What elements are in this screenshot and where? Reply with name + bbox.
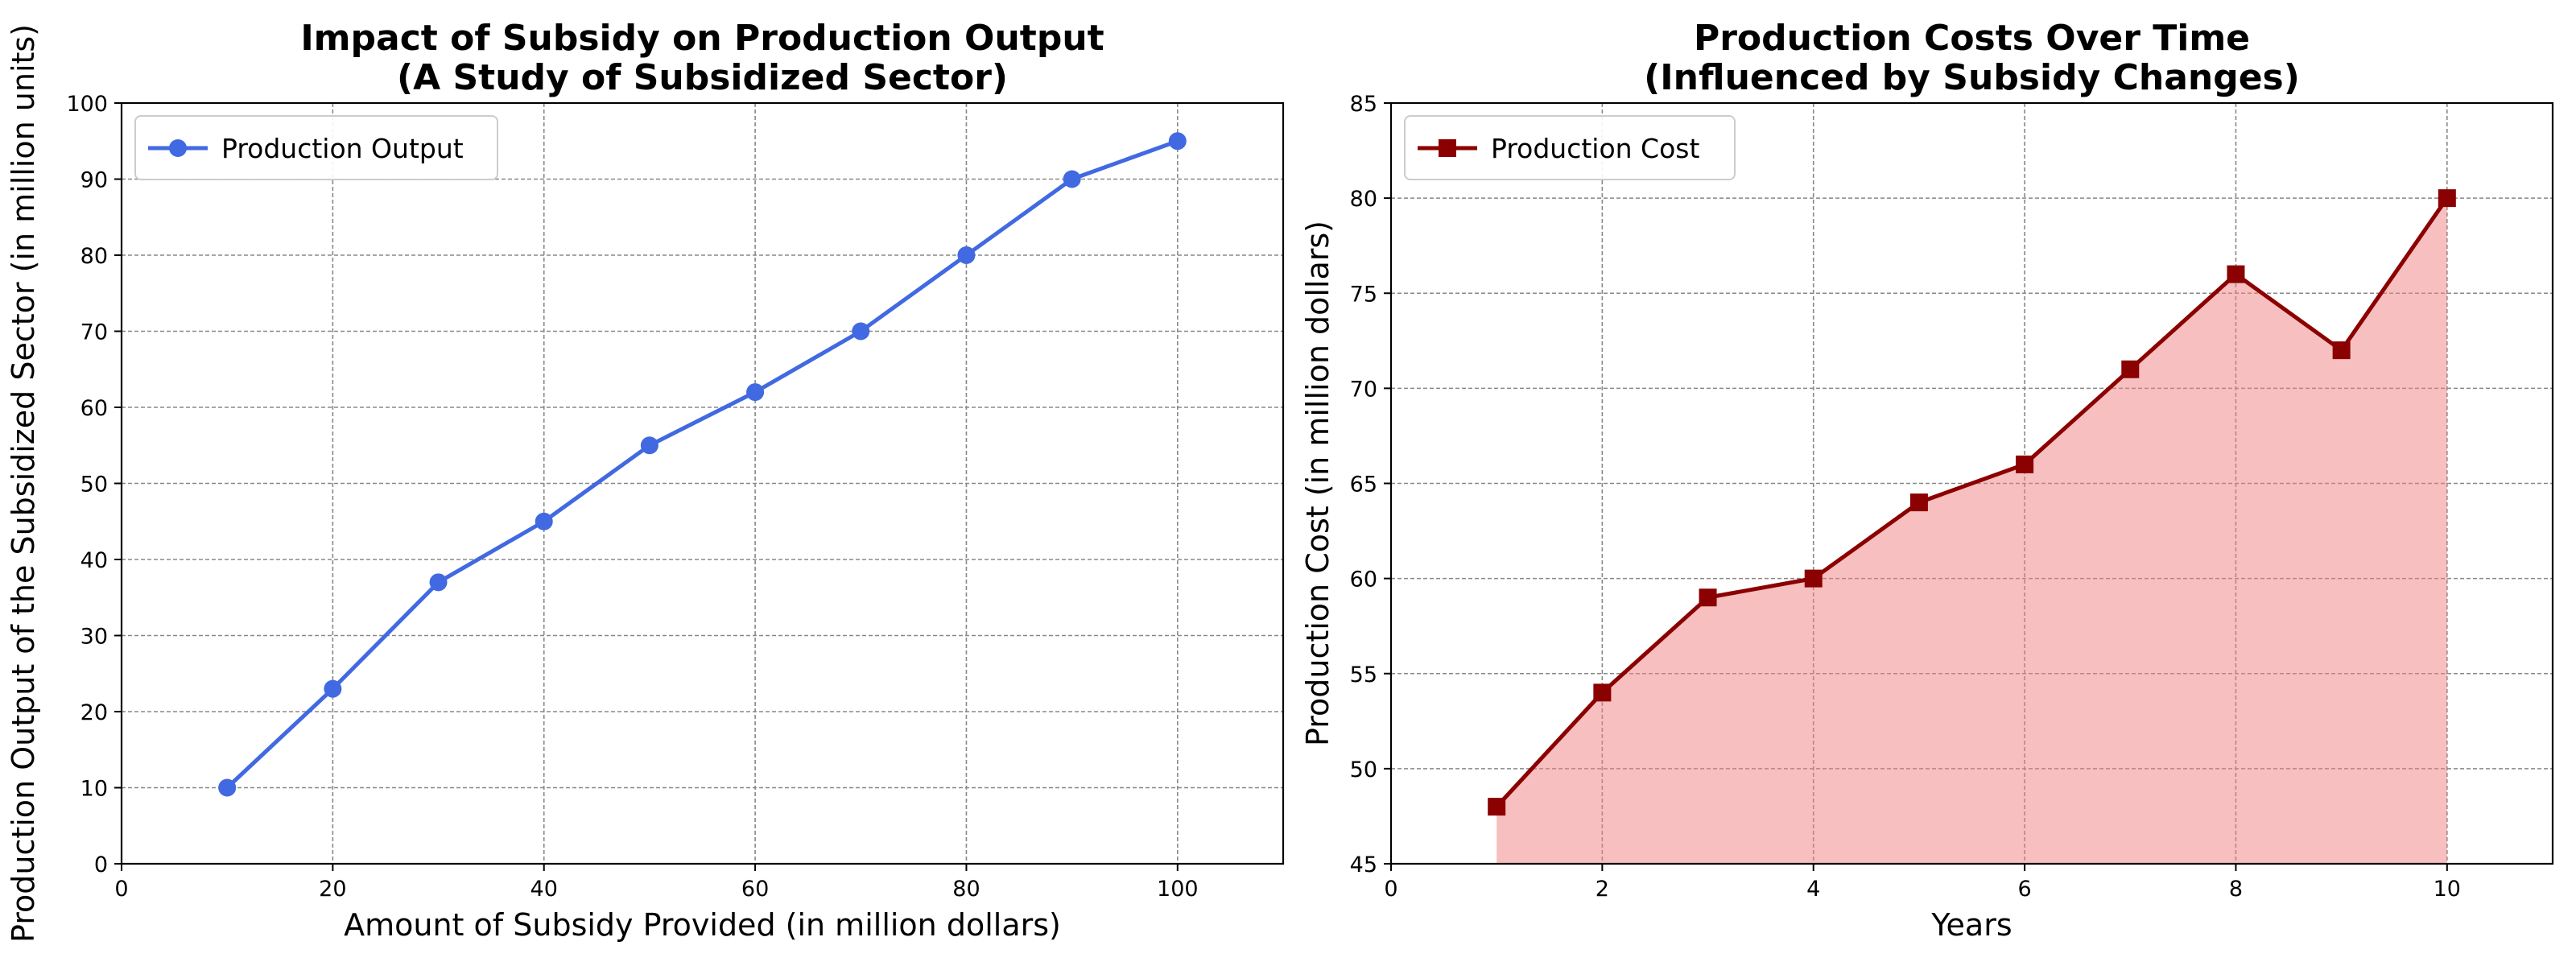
chart-title: Production Costs Over Time (Influenced by… [1644,18,2300,98]
data-point-marker [1909,493,1928,512]
data-point-marker [1488,798,1506,816]
chart-title-line-2: (Influenced by Subsidy Changes) [1644,57,2300,98]
y-tick-label: 10 [80,777,108,802]
y-tick-label: 0 [94,852,108,877]
data-point-marker [1804,569,1823,588]
y-tick-label: 40 [80,548,108,573]
y-tick-label: 50 [80,473,108,497]
y-tick-label: 70 [80,320,108,345]
data-point-marker [2121,360,2140,378]
data-point-marker [852,322,870,341]
y-tick-label: 80 [1350,187,1377,212]
legend-marker [1439,139,1456,157]
x-tick-label: 80 [952,877,980,902]
legend-label: Production Output [221,133,464,164]
x-tick-label: 0 [1384,877,1397,902]
legend-box [1404,115,1736,180]
legend: Production Output [134,115,498,180]
y-tick-label: 55 [1350,663,1377,687]
data-point-marker [218,778,237,797]
chart-title-line-1: Production Costs Over Time [1694,18,2250,59]
y-tick-label: 80 [80,244,108,269]
data-point-marker [2016,455,2034,473]
y-tick-label: 75 [1350,282,1377,307]
legend-box [134,115,498,180]
y-tick-label: 60 [1350,568,1377,592]
data-point-marker [535,512,553,530]
data-point-marker [2438,189,2456,208]
data-point-marker [1593,683,1612,702]
y-axis-label: Production Cost (in million dollars) [1300,221,1335,746]
data-point-marker [1168,132,1187,151]
legend-marker [169,139,187,157]
data-point-marker [640,436,658,455]
x-tick-label: 4 [1806,877,1820,902]
chart-1: Impact of Subsidy on Production Output (A… [6,18,1285,943]
chart-title-line-2: (A Study of Subsidized Sector) [397,57,1008,98]
data-point-marker [1699,588,1717,607]
y-tick-label: 85 [1350,92,1377,117]
y-axis-label: Production Output of the Subsidized Sect… [6,24,41,943]
data-point-marker [746,383,765,402]
y-tick-label: 90 [80,168,108,193]
y-tick-label: 20 [80,700,108,725]
x-axis-label: Amount of Subsidy Provided (in million d… [344,907,1061,943]
y-tick-label: 60 [80,396,108,421]
x-tick-label: 60 [741,877,769,902]
x-tick-label: 100 [1157,877,1199,902]
x-tick-label: 40 [530,877,558,902]
y-tick-label: 70 [1350,377,1377,402]
x-tick-label: 8 [2229,877,2243,902]
x-tick-label: 10 [2434,877,2461,902]
y-tick-label: 65 [1350,473,1377,497]
x-tick-label: 6 [2017,877,2031,902]
data-point-marker [2227,265,2245,283]
series-area-fill [1496,198,2447,864]
y-tick-label: 100 [66,92,108,117]
chart-2: Production Costs Over Time (Influenced by… [1300,18,2554,943]
chart-title-line-1: Impact of Subsidy on Production Output [300,18,1104,59]
data-point-marker [429,573,448,592]
x-tick-label: 2 [1596,877,1609,902]
data-point-marker [957,246,976,264]
legend-label: Production Cost [1491,133,1699,164]
x-tick-label: 20 [319,877,346,902]
series-line [1495,196,2449,808]
data-point-marker [324,679,342,698]
data-point-marker [1063,170,1081,188]
series-line [225,138,1179,790]
chart-title: Impact of Subsidy on Production Output (A… [300,18,1104,98]
x-tick-label: 0 [114,877,128,902]
y-tick-label: 45 [1350,852,1377,877]
legend: Production Cost [1404,115,1736,180]
y-tick-label: 30 [80,625,108,650]
x-axis-label: Years [1930,907,2012,943]
y-tick-label: 50 [1350,758,1377,782]
data-point-marker [2332,341,2351,360]
